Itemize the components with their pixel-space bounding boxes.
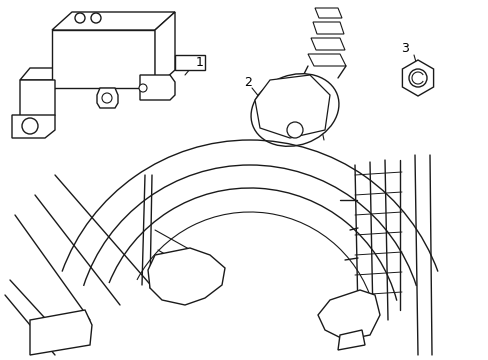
Circle shape <box>22 118 38 134</box>
Circle shape <box>75 13 85 23</box>
Ellipse shape <box>250 74 338 146</box>
Polygon shape <box>52 12 175 30</box>
Polygon shape <box>314 8 341 18</box>
Text: 2: 2 <box>244 76 251 89</box>
Text: 1: 1 <box>196 55 203 68</box>
Polygon shape <box>175 55 204 70</box>
Polygon shape <box>310 38 345 50</box>
Circle shape <box>286 122 303 138</box>
Polygon shape <box>12 115 55 138</box>
Circle shape <box>102 93 112 103</box>
Polygon shape <box>140 75 175 100</box>
Text: 3: 3 <box>400 41 408 54</box>
Polygon shape <box>254 75 329 138</box>
Polygon shape <box>20 80 55 125</box>
Polygon shape <box>312 22 343 34</box>
Polygon shape <box>97 88 118 108</box>
Circle shape <box>408 69 426 87</box>
Polygon shape <box>402 60 433 96</box>
Polygon shape <box>30 310 92 355</box>
Polygon shape <box>307 54 346 66</box>
Circle shape <box>139 84 147 92</box>
Polygon shape <box>52 30 155 88</box>
Polygon shape <box>317 290 379 340</box>
Polygon shape <box>155 12 175 88</box>
Polygon shape <box>148 248 224 305</box>
Circle shape <box>91 13 101 23</box>
Polygon shape <box>337 330 364 350</box>
Polygon shape <box>20 68 65 80</box>
